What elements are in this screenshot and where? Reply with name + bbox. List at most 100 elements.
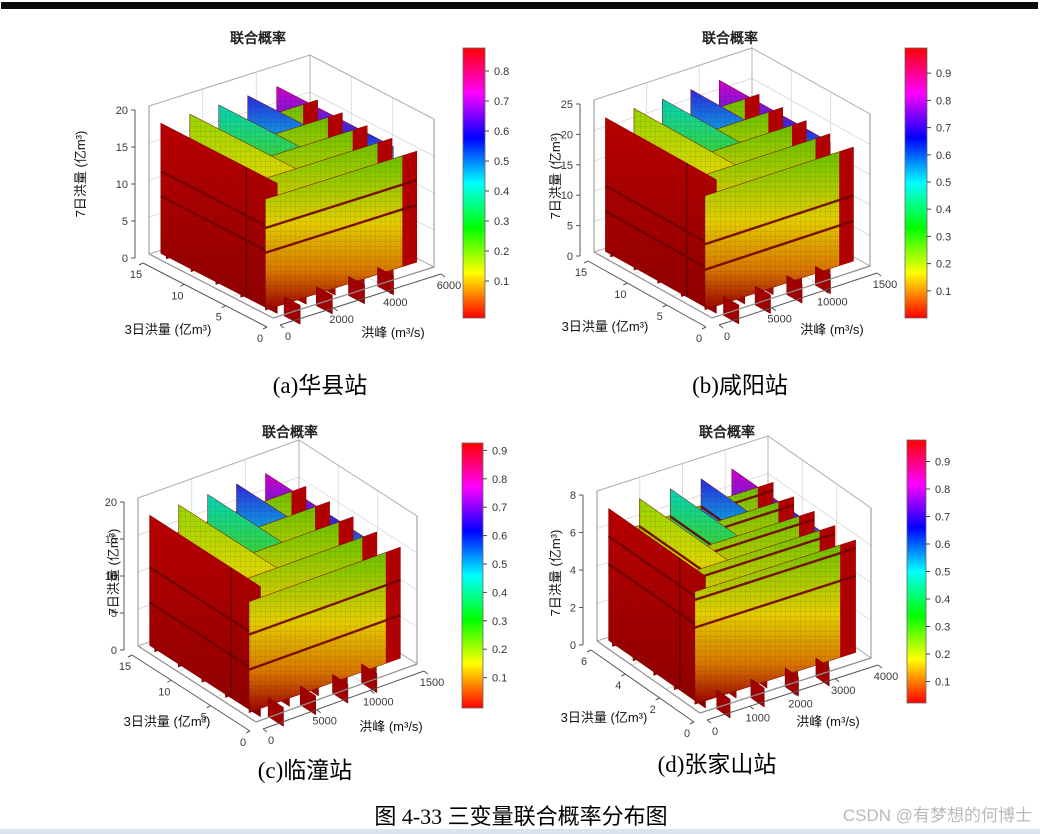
svg-text:20: 20 [105, 497, 117, 509]
svg-text:0.5: 0.5 [492, 559, 507, 571]
svg-text:0.2: 0.2 [492, 644, 507, 656]
caption-c: (c)临潼站 [257, 758, 353, 783]
svg-text:8: 8 [570, 490, 576, 502]
svg-text:10: 10 [171, 290, 183, 302]
svg-text:20: 20 [561, 129, 573, 141]
svg-text:0: 0 [712, 726, 718, 738]
svg-text:3日洪量 (亿m³): 3日洪量 (亿m³) [562, 319, 649, 334]
svg-text:3000: 3000 [831, 685, 855, 697]
svg-text:0.8: 0.8 [936, 95, 951, 107]
svg-text:0.2: 0.2 [935, 649, 950, 661]
svg-text:0.1: 0.1 [494, 276, 509, 288]
svg-text:洪峰 (m³/s): 洪峰 (m³/s) [359, 719, 423, 734]
svg-text:2: 2 [650, 704, 656, 716]
svg-text:2: 2 [570, 603, 576, 615]
svg-text:0: 0 [122, 253, 128, 265]
svg-text:15: 15 [105, 534, 117, 546]
bottom-divider-strip [0, 829, 1040, 834]
svg-text:0.3: 0.3 [935, 622, 950, 634]
svg-text:2000: 2000 [788, 699, 812, 711]
svg-text:5000: 5000 [767, 314, 791, 326]
svg-text:5: 5 [111, 608, 117, 620]
svg-text:0.9: 0.9 [936, 68, 951, 80]
svg-text:4: 4 [615, 680, 621, 692]
svg-text:0.5: 0.5 [494, 156, 509, 168]
svg-text:15: 15 [116, 142, 128, 154]
svg-text:联合概率: 联合概率 [699, 424, 755, 440]
svg-text:0.1: 0.1 [935, 677, 950, 689]
svg-text:15: 15 [561, 160, 573, 172]
svg-text:0.7: 0.7 [935, 512, 950, 524]
svg-text:6000: 6000 [437, 280, 461, 292]
svg-text:0: 0 [696, 333, 702, 345]
svg-text:0.5: 0.5 [936, 177, 951, 189]
svg-text:洪峰 (m³/s): 洪峰 (m³/s) [800, 322, 864, 337]
svg-text:10: 10 [614, 289, 626, 301]
svg-text:3日洪量 (亿m³): 3日洪量 (亿m³) [124, 714, 211, 729]
svg-text:0.7: 0.7 [492, 502, 507, 514]
svg-text:7日洪量 (亿m³): 7日洪量 (亿m³) [548, 133, 563, 220]
svg-text:0.9: 0.9 [492, 445, 507, 457]
svg-text:2000: 2000 [329, 314, 353, 326]
svg-text:0: 0 [257, 333, 263, 345]
svg-text:0.6: 0.6 [936, 150, 951, 162]
svg-text:0.1: 0.1 [492, 673, 507, 685]
svg-text:洪峰 (m³/s): 洪峰 (m³/s) [796, 714, 860, 729]
svg-text:10: 10 [116, 179, 128, 191]
svg-text:20: 20 [116, 105, 128, 117]
svg-text:6: 6 [581, 656, 587, 668]
svg-text:0.4: 0.4 [492, 587, 507, 599]
caption-d: (d)张家山站 [657, 752, 777, 777]
svg-text:7日洪量 (亿m³): 7日洪量 (亿m³) [548, 530, 563, 617]
svg-text:0: 0 [111, 645, 117, 657]
figure-caption: 图 4-33 三变量联合概率分布图 [374, 804, 668, 829]
svg-text:0.6: 0.6 [935, 539, 950, 551]
svg-text:15: 15 [575, 267, 587, 279]
svg-text:5000: 5000 [312, 716, 336, 728]
svg-text:洪峰 (m³/s): 洪峰 (m³/s) [361, 325, 425, 340]
svg-text:联合概率: 联合概率 [702, 30, 758, 46]
csdn-watermark: CSDN @有梦想的何博士 [842, 806, 1032, 825]
svg-text:15: 15 [130, 269, 142, 281]
svg-text:联合概率: 联合概率 [230, 30, 286, 46]
svg-text:5: 5 [657, 311, 663, 323]
svg-text:0: 0 [684, 728, 690, 740]
svg-text:5: 5 [122, 216, 128, 228]
svg-text:0.2: 0.2 [494, 246, 509, 258]
svg-text:1500: 1500 [420, 677, 444, 689]
svg-text:0: 0 [724, 331, 730, 343]
svg-text:0: 0 [570, 640, 576, 652]
svg-text:0: 0 [268, 735, 274, 747]
svg-text:0: 0 [240, 737, 246, 748]
top-border-rule [1, 2, 1038, 9]
svg-text:0.9: 0.9 [935, 457, 950, 469]
svg-text:5: 5 [216, 312, 222, 324]
svg-text:10000: 10000 [363, 696, 394, 708]
svg-text:15: 15 [119, 661, 131, 673]
svg-text:0.3: 0.3 [492, 616, 507, 628]
svg-text:4: 4 [570, 565, 576, 577]
svg-text:5: 5 [201, 712, 207, 724]
svg-text:10: 10 [561, 190, 573, 202]
svg-text:5: 5 [567, 221, 573, 233]
svg-text:10: 10 [105, 571, 117, 583]
svg-text:0.8: 0.8 [494, 66, 509, 78]
caption-b: (b)咸阳站 [692, 373, 788, 398]
svg-text:7日洪量 (亿m³): 7日洪量 (亿m³) [73, 131, 88, 218]
svg-text:0.7: 0.7 [936, 123, 951, 135]
svg-text:4000: 4000 [874, 671, 898, 683]
svg-text:10000: 10000 [817, 296, 848, 308]
svg-text:0: 0 [285, 331, 291, 343]
svg-text:1500: 1500 [873, 279, 897, 291]
svg-text:0.6: 0.6 [492, 531, 507, 543]
svg-text:10: 10 [158, 686, 170, 698]
svg-text:0.3: 0.3 [494, 216, 509, 228]
svg-text:25: 25 [561, 99, 573, 111]
svg-text:0.3: 0.3 [936, 231, 951, 243]
svg-text:0.6: 0.6 [494, 126, 509, 138]
svg-text:0.8: 0.8 [935, 484, 950, 496]
